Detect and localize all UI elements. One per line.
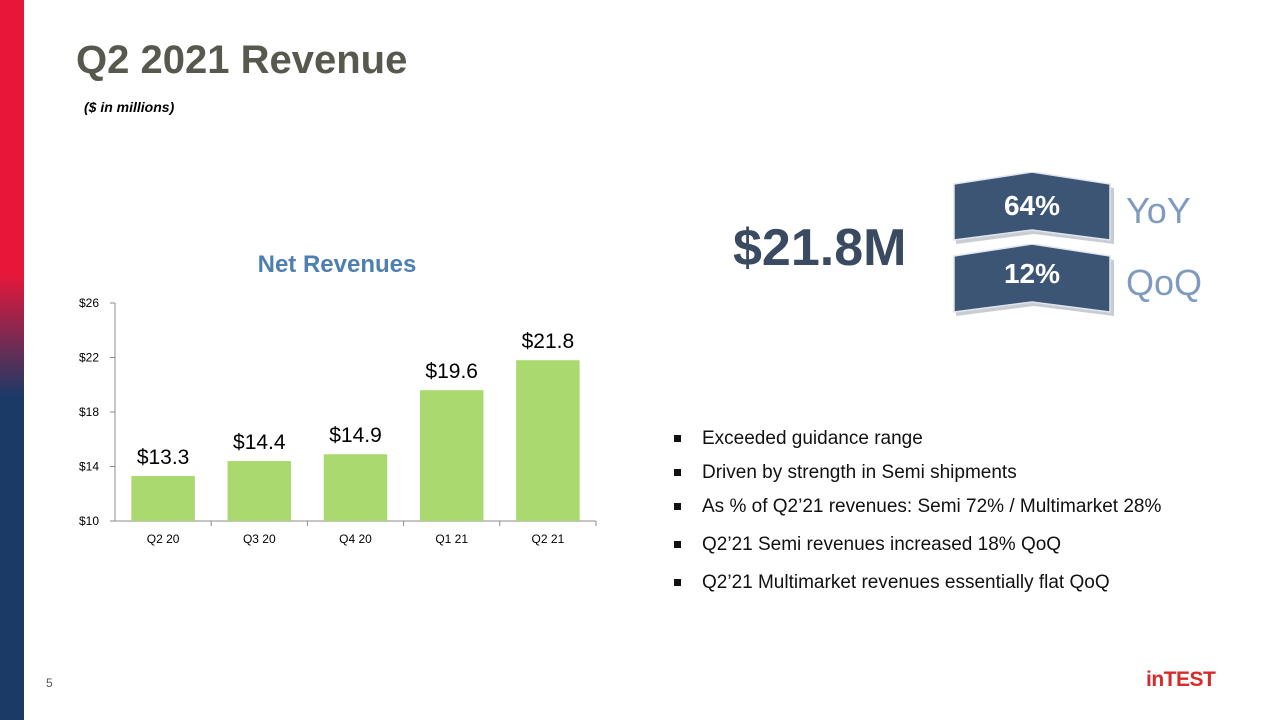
bar <box>131 476 195 521</box>
x-tick-label: Q4 20 <box>339 532 372 546</box>
bullet-item: Q2’21 Multimarket revenues essentially f… <box>672 569 1161 603</box>
key-points-list: Exceeded guidance range Driven by streng… <box>672 425 1161 603</box>
bar-data-label: $14.9 <box>329 424 382 447</box>
bar-data-label: $19.6 <box>425 360 478 383</box>
qoq-label: QoQ <box>1126 262 1203 303</box>
qoq-badge-fill <box>953 243 1111 313</box>
bar-data-label: $14.4 <box>233 431 286 454</box>
qoq-badge-shape <box>953 243 1114 316</box>
y-tick-label: $26 <box>79 296 99 310</box>
yoy-badge: 64% <box>952 171 1116 253</box>
yoy-badge-fill <box>953 171 1111 241</box>
side-accent-fill <box>0 0 24 720</box>
bar <box>419 390 484 521</box>
bar-data-label: $21.8 <box>522 330 575 353</box>
bullet-item: Driven by strength in Semi shipments <box>672 459 1161 493</box>
bullet-item: Q2’21 Semi revenues increased 18% QoQ <box>672 531 1161 569</box>
yoy-percent: 64% <box>1003 190 1061 221</box>
x-tick-label: Q2 21 <box>532 532 565 546</box>
x-tick-label: Q3 20 <box>243 532 276 546</box>
qoq-badge: 12% <box>952 243 1116 325</box>
bullet-item: As % of Q2’21 revenues: Semi 72% / Multi… <box>672 493 1161 531</box>
bar <box>516 360 580 521</box>
x-tick-label: Q1 21 <box>435 532 468 546</box>
bar-data-label: $13.3 <box>137 446 190 469</box>
net-revenues-chart: $10 $14 $18 $22 $26 $13.3 Q2 20 $14.4 Q3 20 $14.9… <box>79 296 597 546</box>
intest-logo: inTEST <box>1146 668 1216 691</box>
y-tick-label: $14 <box>79 460 99 474</box>
chart-title: Net Revenues <box>257 251 417 278</box>
bar <box>323 454 388 521</box>
qoq-percent: 12% <box>1003 258 1061 289</box>
slide-subtitle: ($ in millions) <box>84 99 175 115</box>
y-tick-label: $10 <box>79 514 99 528</box>
bar <box>227 461 292 521</box>
y-tick-label: $18 <box>79 405 99 419</box>
slide-title: Q2 2021 Revenue <box>76 38 408 82</box>
yoy-badge-shape <box>953 171 1114 244</box>
y-tick-label: $22 <box>79 351 99 365</box>
x-tick-label: Q2 20 <box>147 532 180 546</box>
page-number: 5 <box>46 676 53 690</box>
side-accent-bar <box>0 0 24 720</box>
bullet-item: Exceeded guidance range <box>672 425 1161 459</box>
headline-revenue-value: $21.8M <box>733 219 907 277</box>
yoy-label: YoY <box>1126 190 1191 231</box>
